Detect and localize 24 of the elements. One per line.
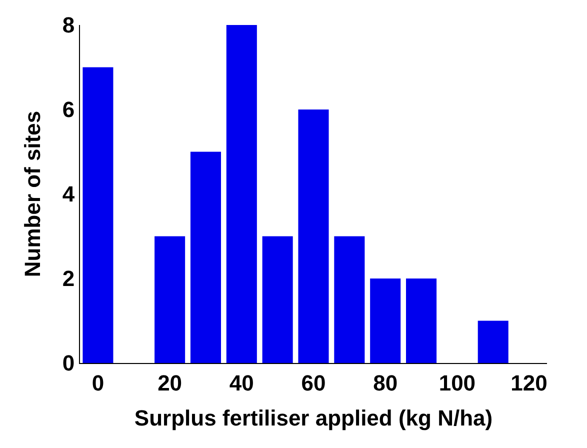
y-tick-label: 2 (62, 266, 75, 292)
bar (82, 67, 114, 363)
bar (370, 278, 401, 363)
bar (406, 278, 437, 363)
bar (226, 25, 257, 363)
x-tick-label: 0 (92, 370, 104, 396)
x-tick-label: 120 (510, 370, 548, 396)
x-tick-label: 60 (301, 370, 326, 396)
y-tick-label: 0 (62, 350, 75, 376)
y-tick-label: 4 (62, 182, 76, 207)
bar (298, 110, 329, 363)
x-tick-label: 40 (229, 370, 254, 396)
y-tick-label: 6 (62, 97, 75, 122)
y-axis-title: Number of sites (20, 110, 46, 278)
x-axis-title: Surplus fertiliser applied (kg N/ha) (134, 405, 493, 430)
y-tick-label: 8 (62, 12, 75, 38)
x-tick-label: 80 (373, 370, 398, 396)
bar (262, 236, 293, 363)
x-tick-label: 100 (438, 370, 476, 396)
bar (190, 152, 221, 363)
bar (478, 320, 508, 363)
x-tick-label: 20 (158, 370, 182, 396)
bar (334, 236, 365, 363)
bar (154, 236, 186, 363)
